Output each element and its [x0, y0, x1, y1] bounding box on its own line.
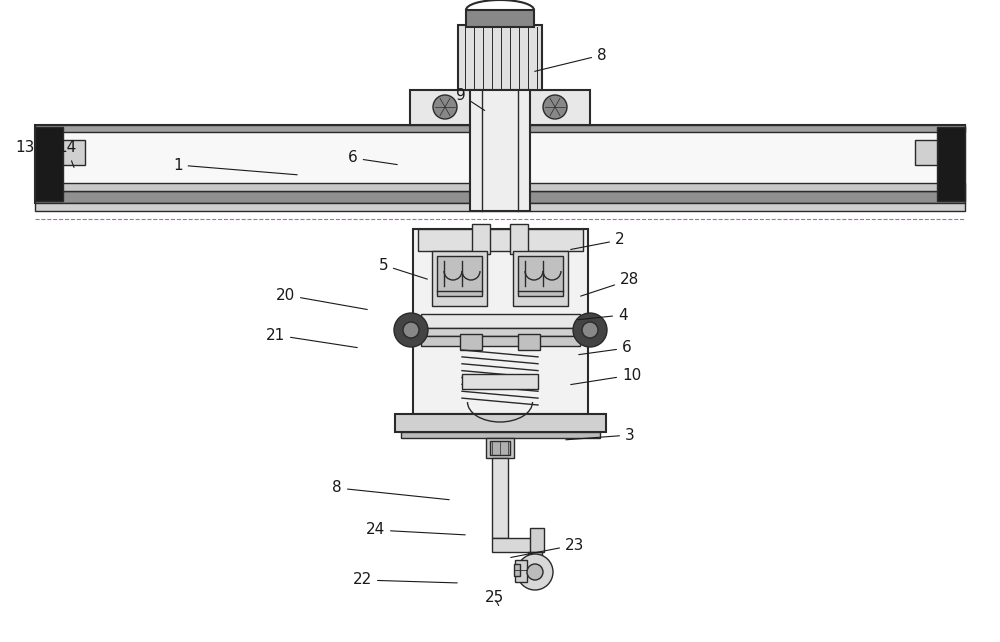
Text: 25: 25 — [485, 591, 504, 605]
Bar — [462, 374, 538, 389]
Text: 24: 24 — [366, 523, 465, 537]
Circle shape — [573, 313, 607, 347]
Text: 3: 3 — [566, 428, 635, 442]
Text: 23: 23 — [511, 537, 584, 557]
Circle shape — [582, 322, 598, 338]
Bar — [466, 10, 534, 27]
Text: 1: 1 — [173, 157, 297, 175]
Circle shape — [527, 564, 543, 580]
Bar — [458, 25, 542, 90]
Text: 22: 22 — [353, 573, 457, 587]
Bar — [515, 560, 527, 582]
Text: 8: 8 — [535, 48, 607, 71]
Bar — [514, 564, 520, 576]
Bar — [432, 251, 487, 306]
Text: 14: 14 — [57, 141, 76, 168]
Bar — [413, 229, 588, 414]
Bar — [35, 125, 965, 132]
Circle shape — [517, 554, 553, 590]
Text: 6: 6 — [348, 150, 397, 166]
Bar — [486, 438, 514, 458]
Bar — [510, 93, 528, 121]
Bar — [510, 224, 528, 254]
Text: 6: 6 — [579, 340, 632, 356]
Bar — [35, 127, 63, 201]
Bar — [472, 224, 490, 254]
Bar — [421, 328, 580, 336]
Bar — [35, 203, 965, 211]
Bar — [418, 229, 583, 251]
Circle shape — [394, 313, 428, 347]
Text: 13: 13 — [15, 141, 44, 157]
Bar — [513, 251, 568, 306]
Bar — [518, 256, 563, 296]
Bar — [35, 191, 965, 203]
Text: 8: 8 — [332, 480, 449, 499]
Bar — [530, 528, 544, 552]
Bar — [937, 127, 965, 201]
Bar — [472, 93, 490, 121]
Bar — [410, 90, 590, 125]
Bar — [401, 432, 600, 438]
Bar — [460, 334, 482, 350]
Bar — [421, 336, 580, 346]
Text: 10: 10 — [571, 367, 641, 385]
Bar — [437, 256, 482, 296]
Bar — [35, 183, 965, 191]
Bar — [470, 90, 530, 211]
Text: 21: 21 — [266, 327, 357, 347]
Circle shape — [433, 95, 457, 119]
Text: 4: 4 — [578, 308, 628, 322]
Text: 5: 5 — [378, 257, 427, 279]
Bar — [35, 125, 965, 203]
Bar — [915, 140, 937, 165]
Bar — [492, 458, 508, 538]
Bar — [395, 414, 606, 432]
Text: 20: 20 — [276, 288, 367, 309]
Bar — [421, 314, 580, 328]
Circle shape — [543, 95, 567, 119]
Bar — [492, 538, 542, 552]
Bar — [63, 140, 85, 165]
Text: 28: 28 — [581, 272, 639, 296]
Bar — [490, 441, 510, 455]
Bar — [518, 334, 540, 350]
Text: 2: 2 — [571, 232, 625, 250]
Bar — [528, 552, 542, 582]
Text: 9: 9 — [456, 87, 485, 110]
Circle shape — [403, 322, 419, 338]
